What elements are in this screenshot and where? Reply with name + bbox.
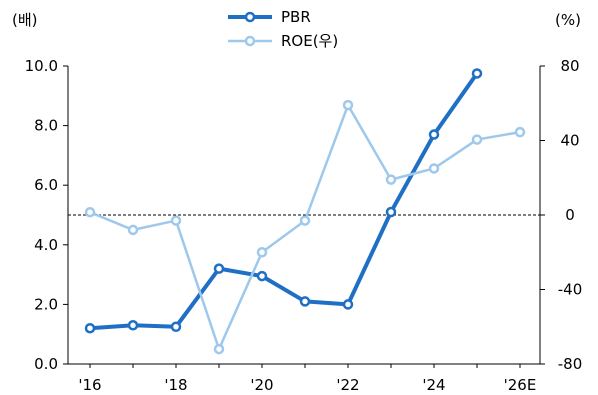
legend: PBR ROE(우)	[228, 8, 338, 50]
x-tick-label: '22	[336, 376, 359, 394]
x-tick-label: '16	[78, 376, 101, 394]
right-axis-ticks: -80 -40 0 40 80	[540, 57, 582, 373]
x-tick-label: '18	[164, 376, 187, 394]
data-point-roe	[428, 163, 440, 174]
data-point-roe	[342, 99, 354, 111]
left-tick-label: 8.0	[34, 117, 58, 135]
data-point-pbr	[385, 206, 397, 218]
data-point-pbr	[342, 299, 354, 310]
x-tick-label: '20	[250, 376, 273, 394]
data-point-roe	[385, 174, 397, 185]
data-point-pbr	[213, 263, 225, 274]
data-point-roe	[299, 215, 311, 226]
data-point-pbr	[471, 68, 483, 79]
right-tick-label: 80	[560, 57, 579, 75]
series-lines	[89, 72, 521, 351]
right-tick-label: 0	[565, 206, 575, 224]
data-point-pbr	[428, 129, 440, 140]
data-point-roe	[84, 206, 96, 218]
left-tick-label: 6.0	[34, 176, 58, 194]
data-point-roe	[213, 343, 225, 355]
data-point-roe	[170, 215, 182, 226]
left-axis-ticks: 0.0 2.0 4.0 6.0 8.0 10.0	[25, 57, 68, 373]
legend-label-roe: ROE(우)	[281, 32, 338, 50]
series-line-pbr	[89, 72, 479, 331]
right-axis-unit: (%)	[555, 11, 581, 29]
x-tick-label: '24	[422, 376, 445, 394]
x-axis-ticks: '16 '18 '20 '22 '24 '26E	[78, 364, 536, 394]
right-tick-label: -80	[558, 355, 583, 373]
legend-marker-pbr	[244, 11, 256, 23]
series-points	[84, 68, 526, 355]
left-axis-unit: (배)	[12, 11, 38, 29]
left-tick-label: 0.0	[34, 355, 58, 373]
left-tick-label: 4.0	[34, 236, 58, 254]
data-point-roe	[127, 224, 139, 236]
legend-marker-roe	[244, 35, 256, 47]
right-tick-label: -40	[558, 281, 583, 299]
left-tick-label: 2.0	[34, 295, 58, 313]
left-tick-label: 10.0	[25, 57, 58, 75]
data-point-roe	[471, 134, 483, 145]
legend-item-pbr: PBR	[228, 8, 311, 26]
series-line-roe	[89, 103, 521, 351]
x-tick-label: '26E	[504, 376, 537, 394]
data-point-pbr	[299, 296, 311, 307]
legend-label-pbr: PBR	[281, 8, 311, 26]
data-point-pbr	[170, 321, 182, 332]
data-point-roe	[514, 126, 526, 138]
data-point-roe	[256, 247, 268, 258]
data-point-pbr	[256, 270, 268, 282]
data-point-pbr	[127, 320, 139, 331]
legend-item-roe: ROE(우)	[228, 32, 338, 50]
data-point-pbr	[84, 322, 96, 334]
right-tick-label: 40	[560, 132, 579, 150]
